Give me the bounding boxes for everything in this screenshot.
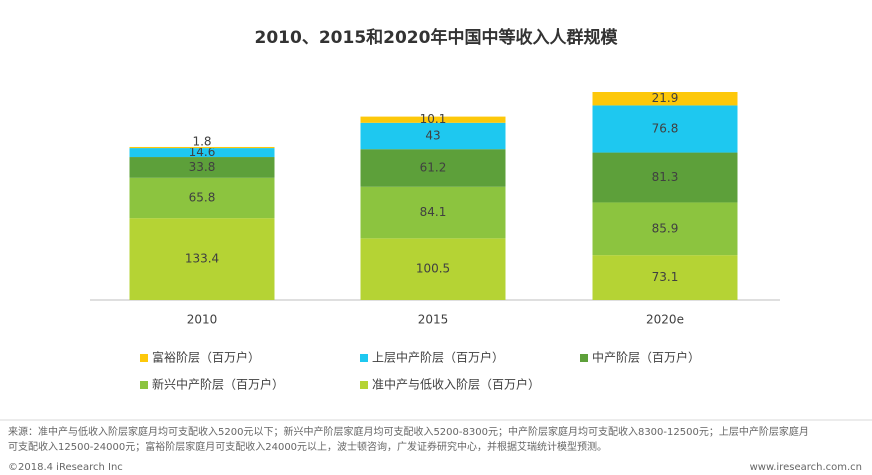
legend-swatch [140,381,148,389]
bar-segment [592,255,738,300]
website: www.iresearch.com.cn [750,462,862,473]
bar-segment [129,177,275,219]
legend-label: 上层中产阶层（百万户） [372,350,504,365]
value-label: 1.8 [192,134,211,148]
legend-swatch [360,354,368,362]
x-tick-label: 2015 [418,313,449,327]
bar-segment [129,148,275,158]
bar-segment [360,238,506,300]
value-label: 100.5 [416,262,450,276]
value-label: 21.9 [652,91,679,105]
legend-swatch [360,381,368,389]
bar-segment [360,149,506,187]
value-label: 133.4 [185,252,219,266]
source-note: 来源：准中产与低收入阶层家庭月均可支配收入5200元以下；新兴中产阶层家庭月均可… [8,425,809,438]
value-label: 10.1 [420,112,447,126]
bar-segment [129,157,275,178]
value-label: 61.2 [420,160,447,174]
value-label: 84.1 [420,205,447,219]
legend-swatch [580,354,588,362]
source-note: 可支配收入12500-24000元；富裕阶层家庭月可支配收入24000元以上，波… [8,440,607,453]
legend-swatch [140,354,148,362]
x-tick-label: 2020e [646,313,684,327]
bar-segment [129,146,275,149]
bar-segment [360,122,506,150]
value-label: 85.9 [652,221,679,235]
bar-segment [360,116,506,123]
value-label: 33.8 [189,160,216,174]
bar-segment [592,105,738,153]
chart-title: 2010、2015和2020年中国中等收入人群规模 [255,27,619,48]
value-label: 14.6 [189,145,216,159]
bar-segment [592,92,738,106]
bar-segment [592,202,738,256]
value-label: 43 [425,128,440,142]
value-label: 73.1 [652,270,679,284]
legend-label: 富裕阶层（百万户） [152,350,260,365]
bar-segment [360,186,506,239]
bar-segment [129,218,275,300]
legend-label: 准中产与低收入阶层（百万户） [372,377,540,392]
x-tick-label: 2010 [187,313,218,327]
value-label: 81.3 [652,170,679,184]
bar-segment [592,152,738,203]
value-label: 65.8 [189,190,216,204]
legend-label: 新兴中产阶层（百万户） [152,377,284,392]
legend-label: 中产阶层（百万户） [592,350,700,365]
value-label: 76.8 [652,121,679,135]
copyright: ©2018.4 iResearch Inc [8,462,123,473]
